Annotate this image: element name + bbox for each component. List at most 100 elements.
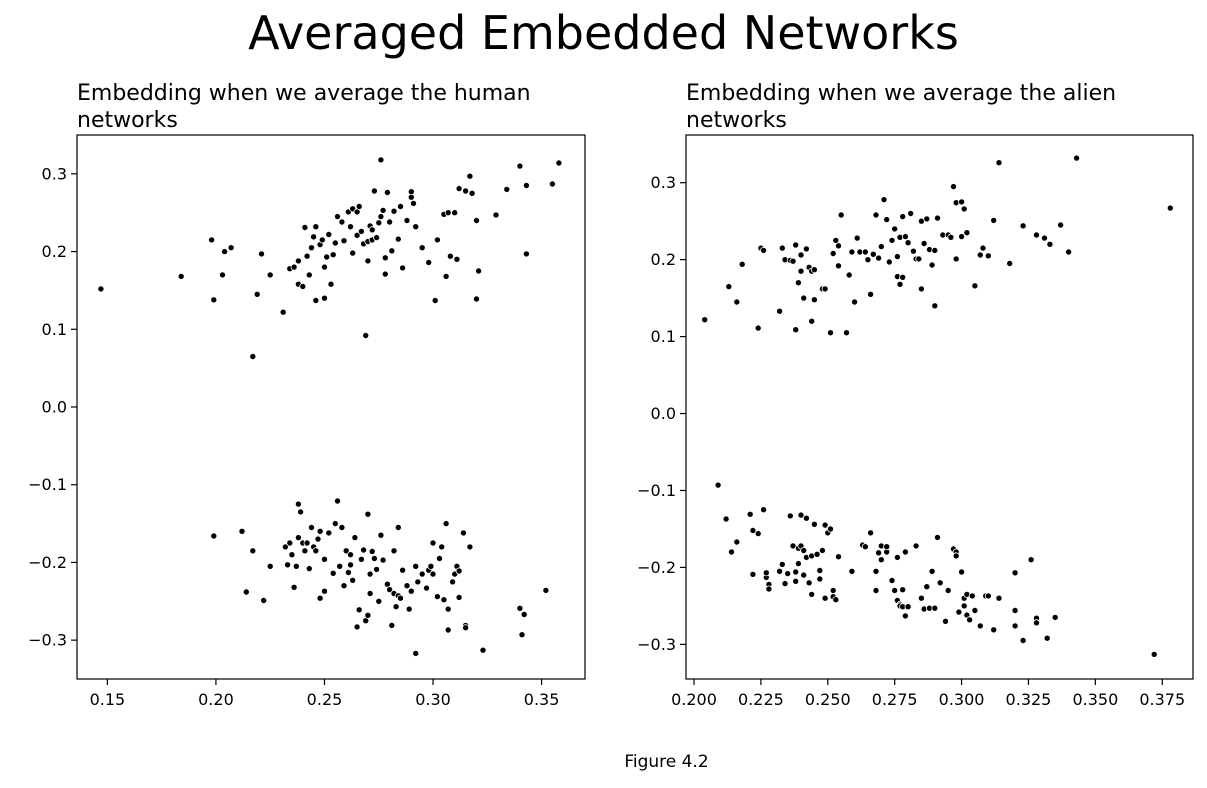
left-data-point: [357, 555, 365, 563]
right-data-point: [958, 233, 966, 241]
left-data-point: [442, 520, 450, 528]
right-data-point: [792, 241, 800, 249]
right-data-point: [816, 575, 824, 583]
left-data-point: [394, 524, 402, 532]
right-data-point: [800, 547, 808, 555]
right-x-tick-label: 0.200: [671, 690, 717, 709]
right-data-point: [810, 520, 818, 528]
right-data-point: [883, 543, 891, 551]
left-data-point: [281, 543, 289, 551]
right-data-point: [883, 216, 891, 224]
left-data-point: [444, 626, 452, 634]
left-data-point: [453, 255, 461, 263]
left-data-point: [301, 223, 309, 231]
right-data-point: [813, 550, 821, 558]
left-data-point: [320, 587, 328, 595]
left-data-point: [327, 280, 335, 288]
right-data-point: [990, 626, 998, 634]
left-data-point: [412, 223, 420, 231]
right-data-point: [923, 583, 931, 591]
right-y-tick-label: −0.3: [637, 635, 676, 654]
left-data-point: [377, 156, 385, 164]
right-data-point: [896, 280, 904, 288]
left-data-point: [455, 567, 463, 575]
right-data-point: [966, 616, 974, 624]
left-data-point: [542, 586, 550, 594]
right-data-point: [976, 251, 984, 259]
left-data-point: [329, 569, 337, 577]
right-data-point: [827, 329, 835, 337]
right-data-point: [877, 556, 885, 564]
right-data-point: [851, 298, 859, 306]
right-data-point: [816, 567, 824, 575]
right-data-point: [952, 255, 960, 263]
right-data-point: [749, 570, 757, 578]
left-data-point: [314, 535, 322, 543]
left-data-point: [266, 562, 274, 570]
left-axes-frame: [76, 134, 586, 680]
left-data-point: [325, 230, 333, 238]
left-data-point: [349, 249, 357, 257]
left-data-point: [357, 227, 365, 235]
figure-title: Averaged Embedded Networks: [248, 6, 959, 60]
right-data-point: [714, 481, 722, 489]
left-y-tick-label: 0.2: [42, 242, 67, 261]
left-data-point: [364, 257, 372, 265]
right-data-point: [800, 571, 808, 579]
right-data-point: [722, 515, 730, 523]
right-data-point: [1011, 607, 1019, 615]
right-data-point: [931, 246, 939, 254]
left-data-point: [253, 290, 261, 298]
right-data-point: [955, 608, 963, 616]
left-data-point: [353, 231, 361, 239]
right-data-point: [805, 579, 813, 587]
left-data-point: [316, 594, 324, 602]
right-data-point: [760, 506, 768, 514]
left-data-point: [331, 239, 339, 247]
right-data-point: [995, 159, 1003, 167]
left-data-point: [366, 590, 374, 598]
left-data-point: [316, 527, 324, 535]
right-data-point: [872, 567, 880, 575]
figure-caption: Figure 4.2: [624, 752, 709, 772]
right-data-point: [754, 324, 762, 332]
left-data-point: [318, 236, 326, 244]
right-data-point: [888, 236, 896, 244]
left-data-point: [368, 548, 376, 556]
right-data-point: [797, 251, 805, 259]
right-data-point: [800, 294, 808, 302]
left-data-point: [390, 547, 398, 555]
right-data-point: [869, 250, 877, 258]
right-data-point: [1065, 248, 1073, 256]
right-data-point: [733, 298, 741, 306]
right-data-point: [778, 560, 786, 568]
left-data-point: [290, 583, 298, 591]
left-data-point: [221, 248, 229, 256]
left-x-tick-label: 0.35: [524, 690, 560, 709]
left-data-point: [379, 206, 387, 214]
left-data-point: [433, 236, 441, 244]
right-data-point: [1046, 240, 1054, 248]
right-data-point: [808, 590, 816, 598]
right-data-point: [872, 587, 880, 595]
right-data-point: [979, 244, 987, 252]
right-data-point: [931, 302, 939, 310]
left-data-point: [373, 234, 381, 242]
left-data-point: [266, 271, 274, 279]
left-data-point: [97, 285, 105, 293]
left-data-point: [292, 562, 300, 570]
left-data-point: [333, 497, 341, 505]
right-data-point: [872, 211, 880, 219]
left-data-point: [320, 263, 328, 271]
left-data-point: [294, 534, 302, 542]
left-data-point: [472, 295, 480, 303]
right-data-point: [808, 317, 816, 325]
left-data-point: [305, 271, 313, 279]
left-data-point: [555, 159, 563, 167]
left-data-point: [459, 529, 467, 537]
right-data-point: [877, 243, 885, 251]
left-data-point: [516, 604, 524, 612]
right-data-point: [1073, 154, 1081, 162]
left-data-point: [462, 624, 470, 632]
